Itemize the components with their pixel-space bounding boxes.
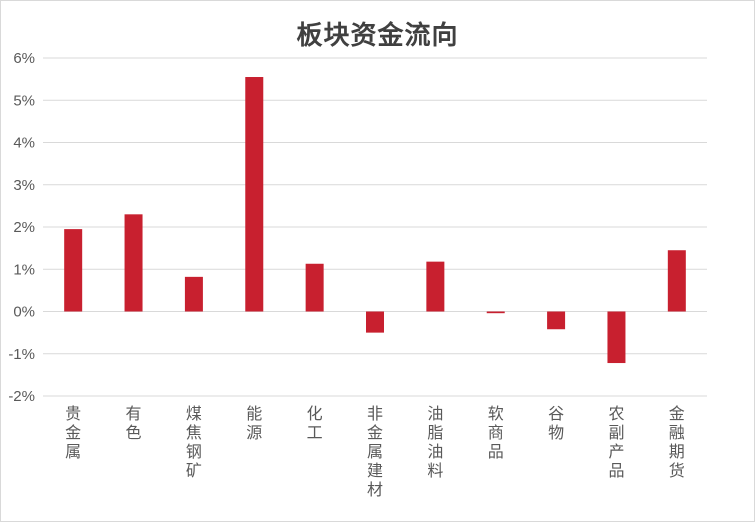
y-tick-label: 1% [13, 261, 35, 278]
y-tick-label: 4% [13, 135, 35, 152]
x-tick-label: 有色 [126, 404, 142, 442]
y-tick-label: 3% [13, 177, 35, 194]
bar [667, 250, 686, 312]
bar [547, 311, 566, 330]
bar [305, 263, 324, 312]
bar [607, 311, 626, 364]
x-tick-label: 金融期货 [669, 404, 685, 480]
x-tick-label: 谷物 [548, 404, 564, 442]
x-tick-label: 贵金属 [65, 404, 81, 461]
bar [124, 214, 143, 312]
bar [64, 229, 83, 312]
y-tick-label: 5% [13, 92, 35, 109]
x-tick-label: 油脂油料 [427, 404, 443, 480]
x-tick-label: 煤焦钢矿 [186, 404, 202, 480]
bar [426, 261, 445, 312]
y-tick-label: -2% [8, 388, 35, 405]
chart-title: 板块资金流向 [296, 21, 459, 51]
y-tick-label: 0% [13, 304, 35, 321]
bar [486, 311, 505, 314]
y-tick-label: 2% [13, 219, 35, 236]
x-tick-label: 软商品 [488, 404, 504, 461]
x-tick-label: 非金属建材 [367, 404, 383, 499]
x-tick-label: 化工 [307, 404, 323, 442]
x-tick-label: 农副产品 [608, 404, 624, 480]
bar [184, 276, 203, 312]
bar [366, 311, 384, 333]
y-tick-label: 6% [13, 50, 35, 67]
y-tick-label: -1% [8, 346, 35, 363]
bar [245, 77, 264, 312]
x-tick-label: 能源 [246, 404, 262, 442]
